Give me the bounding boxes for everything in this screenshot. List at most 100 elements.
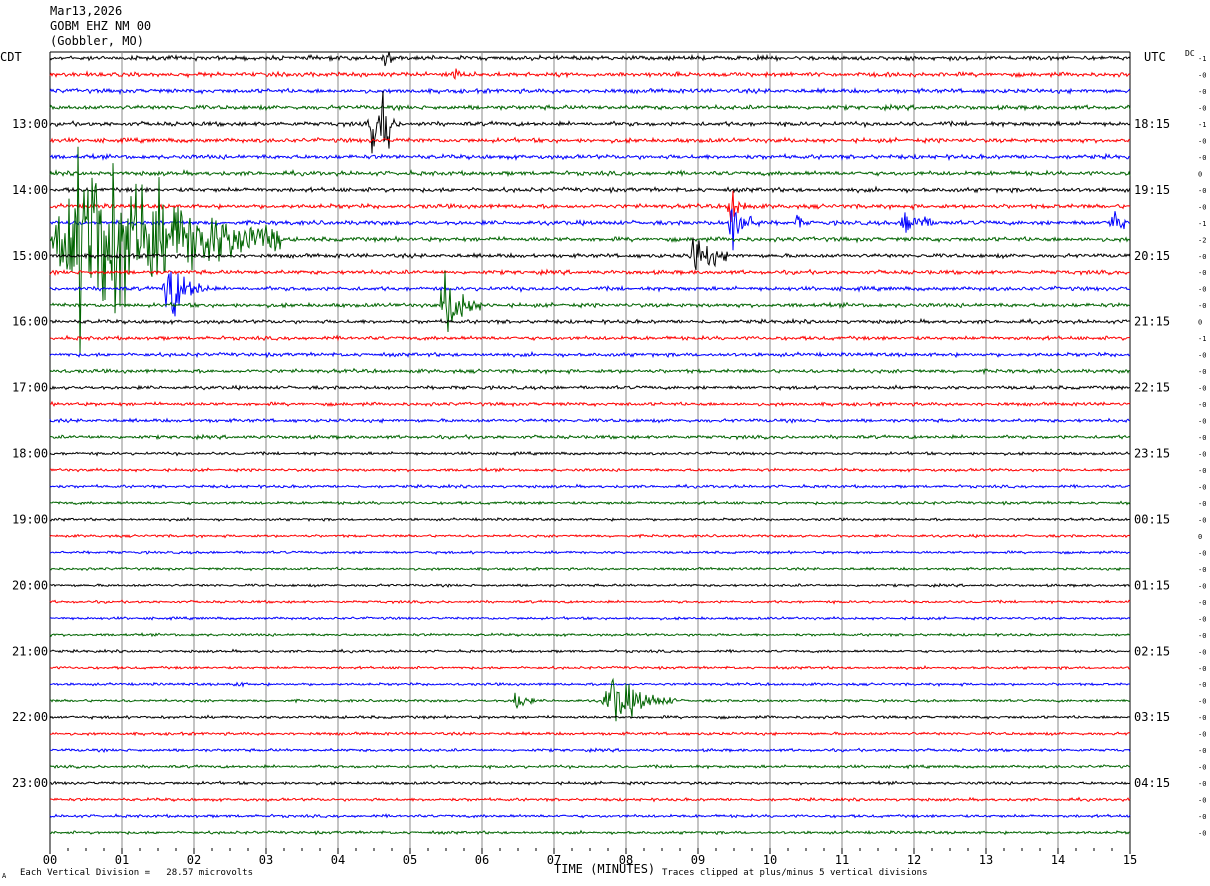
trace-line [49, 207, 1131, 251]
trace-line [49, 185, 1131, 195]
x-tick-label: 00 [43, 853, 57, 867]
dc-offset-label: -0 [1198, 187, 1206, 195]
dc-offset-label: -0 [1198, 88, 1206, 96]
dc-offset-label: -0 [1198, 516, 1206, 524]
clip-note: Traces clipped at plus/minus 5 vertical … [662, 868, 928, 878]
dc-offset-label: -0 [1198, 483, 1206, 491]
x-tick-label: 04 [331, 853, 345, 867]
dc-offset-label: 0 [1198, 533, 1202, 541]
x-tick-label: 10 [763, 853, 777, 867]
trace-line [49, 146, 1131, 355]
right-time-label: 18:15 [1134, 117, 1170, 131]
right-time-label: 22:15 [1134, 381, 1170, 395]
trace-line [49, 152, 1131, 162]
minute-gridlines [49, 51, 1131, 848]
right-time-label: 19:15 [1134, 183, 1170, 197]
dc-offset-label: -0 [1198, 451, 1206, 459]
trace-line [49, 450, 1131, 457]
trace-line [49, 813, 1131, 819]
trace-line [49, 190, 1131, 223]
dc-offset-label: -0 [1198, 714, 1206, 722]
left-time-label: 18:00 [12, 447, 48, 461]
scale-note: Each Vertical Division = 28.57 microvolt… [20, 868, 253, 878]
dc-offset-label: -0 [1198, 797, 1206, 805]
left-time-labels: 13:00 14:00 15:00 16:00 17:00 18:00 19:00 20:00… [12, 117, 48, 790]
dc-offset-label: -0 [1198, 747, 1206, 755]
x-tick-label: 11 [835, 853, 849, 867]
dc-offset-label: -0 [1198, 615, 1206, 623]
trace-line [49, 582, 1131, 588]
dc-offset-label: -0 [1198, 549, 1206, 557]
trace-line [49, 516, 1131, 522]
trace-line [49, 136, 1131, 145]
dc-offset-label: -0 [1198, 648, 1206, 656]
left-time-label: 17:00 [12, 381, 48, 395]
dc-offset-label: -0 [1198, 632, 1206, 640]
trace-line [49, 677, 1131, 722]
trace-line [49, 615, 1131, 621]
dc-offset-label: -0 [1198, 269, 1206, 277]
left-time-label: 20:00 [12, 578, 48, 592]
trace-line [49, 317, 1131, 326]
trace-line [49, 714, 1131, 721]
trace-line [50, 829, 1131, 836]
trace-line [49, 500, 1131, 506]
dc-offset-label: 0 [1198, 319, 1202, 327]
left-time-label: 19:00 [12, 512, 48, 526]
trace-line [49, 763, 1131, 770]
left-time-label: 15:00 [12, 249, 48, 263]
dc-offset-label: -0 [1198, 71, 1206, 79]
dc-offset-label: -1 [1198, 220, 1206, 228]
right-time-labels: 18:15 19:15 20:15 21:15 22:15 23:15 00:15 01:15… [1134, 117, 1170, 790]
trace-line [49, 350, 1131, 359]
dc-offset-label: -0 [1198, 286, 1206, 294]
trace-line [49, 566, 1131, 572]
dc-offset-label: -0 [1198, 467, 1206, 475]
left-timezone: CDT [0, 50, 22, 64]
location-label: (Gobbler, MO) [50, 34, 144, 48]
trace-line [49, 87, 1131, 96]
trace-line [49, 533, 1131, 539]
trace-line [49, 417, 1131, 424]
trace-line [49, 237, 1131, 271]
dc-offset-label: -1 [1198, 55, 1206, 63]
left-time-label: 16:00 [12, 315, 48, 329]
trace-line [49, 599, 1131, 605]
dc-offset-label: -0 [1198, 582, 1206, 590]
left-time-label: 13:00 [12, 117, 48, 131]
dc-offset-label: -0 [1198, 253, 1206, 261]
trace-line [49, 270, 1131, 333]
left-time-label: 23:00 [12, 776, 48, 790]
trace-line [49, 780, 1131, 786]
dc-offset-label: -0 [1198, 764, 1206, 772]
trace-line [49, 632, 1131, 638]
trace-line [49, 433, 1131, 441]
dc-offset-label: -0 [1198, 104, 1206, 112]
trace-line [49, 268, 1130, 277]
trace-line [49, 169, 1131, 178]
trace-line [49, 384, 1131, 392]
dc-offset-label: -0 [1198, 302, 1206, 310]
dc-offset-label: -0 [1198, 566, 1206, 574]
trace-line [49, 483, 1131, 490]
right-time-label: 20:15 [1134, 249, 1170, 263]
x-tick-label: 06 [475, 853, 489, 867]
date-label: Mar13,2026 [50, 4, 123, 18]
right-time-label: 04:15 [1134, 776, 1170, 790]
trace-line [49, 681, 1131, 688]
trace-line [49, 648, 1131, 654]
trace-line [50, 747, 1131, 754]
dc-offset-label: -0 [1198, 665, 1206, 673]
dc-offset-label: -0 [1198, 203, 1206, 211]
x-tick-label: 13 [979, 853, 993, 867]
x-tick-label: 09 [691, 853, 705, 867]
dc-offset-label: -0 [1198, 830, 1206, 838]
trace-line [49, 367, 1131, 376]
dc-offset-label: -0 [1198, 599, 1206, 607]
trace-line [49, 51, 1131, 67]
dc-offset-label: -0 [1198, 731, 1206, 739]
right-timezone: UTC [1144, 50, 1166, 64]
dc-offset-label: -0 [1198, 368, 1206, 376]
trace-line [49, 796, 1131, 803]
